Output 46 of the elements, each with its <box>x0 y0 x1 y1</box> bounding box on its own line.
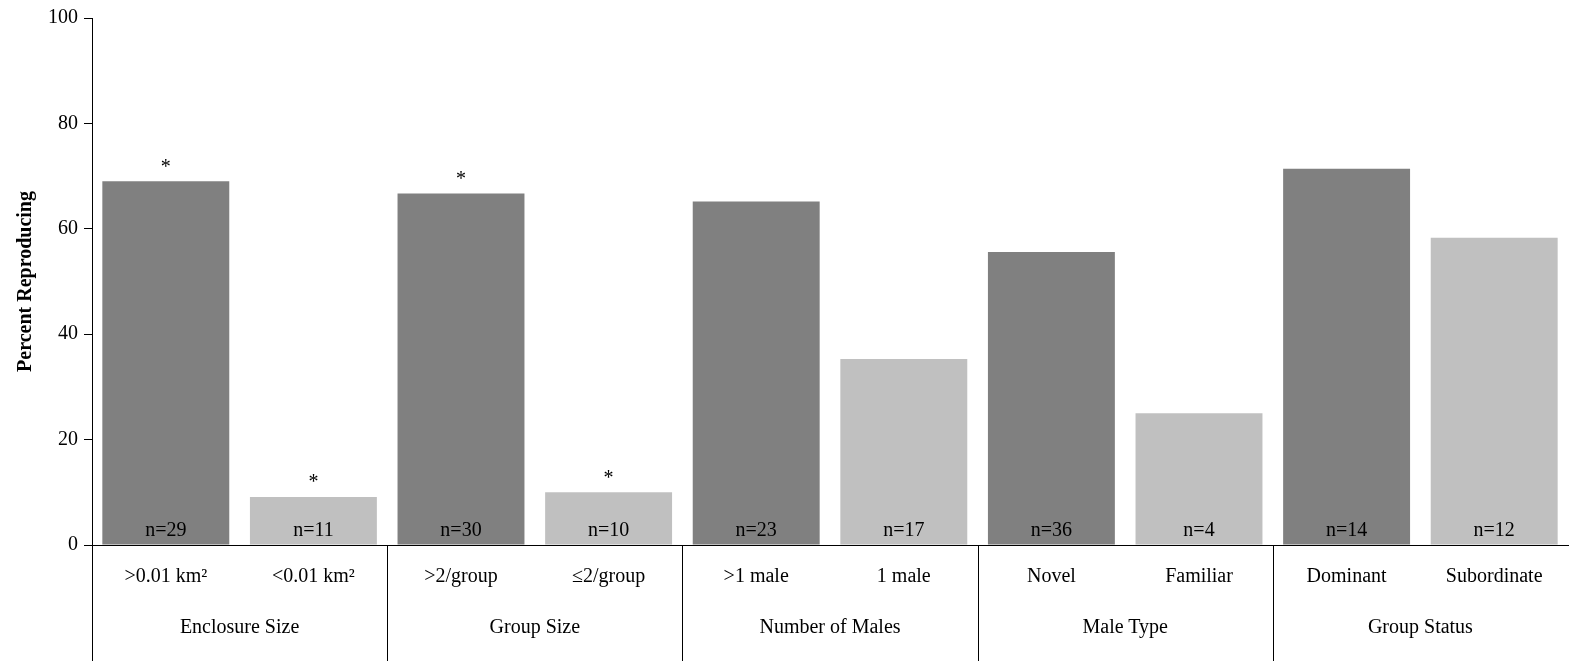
bar <box>692 201 820 545</box>
x-tick-label: Subordinate <box>1445 564 1543 587</box>
bar <box>397 193 525 545</box>
bar <box>1430 237 1558 545</box>
bar <box>987 251 1115 545</box>
x-tick-label: 1 male <box>876 564 931 587</box>
x-tick-label: >2/group <box>424 564 498 588</box>
annotation: * <box>160 154 171 177</box>
bar <box>840 358 968 545</box>
y-tick-label: 100 <box>48 5 78 28</box>
text: Group Status <box>1367 615 1474 639</box>
annotation: n=30 <box>440 518 482 541</box>
bar <box>545 492 673 545</box>
x-tick-label: <0.01 km² <box>271 564 355 587</box>
annotation: * <box>603 465 614 488</box>
y-tick-label: 40 <box>58 321 78 344</box>
text: Group Size <box>489 615 581 639</box>
bar <box>1283 168 1411 545</box>
annotation: n=17 <box>883 518 925 541</box>
annotation: n=11 <box>293 518 334 541</box>
bar <box>1135 413 1263 545</box>
x-tick-label: ≤2/group <box>572 564 646 588</box>
bar <box>249 497 377 545</box>
x-tick-label: >1 male <box>723 564 789 587</box>
x-tick-label: >0.01 km² <box>124 564 208 587</box>
annotation: n=23 <box>735 518 777 541</box>
bar <box>102 181 230 545</box>
annotation: * <box>456 166 466 189</box>
y-tick-label: 20 <box>58 426 78 449</box>
annotation: n=14 <box>1325 518 1368 541</box>
annotation: n=29 <box>145 518 187 541</box>
y-tick-label: 0 <box>68 532 78 555</box>
x-tick-label: Familiar <box>1165 564 1234 587</box>
annotation: n=4 <box>1183 518 1215 541</box>
text: Male Type <box>1082 615 1169 639</box>
annotation: n=12 <box>1473 518 1515 541</box>
x-tick-label: Novel <box>1026 564 1077 587</box>
annotation: n=36 <box>1030 518 1073 541</box>
y-tick-label: 80 <box>58 110 78 133</box>
annotation: * <box>308 470 319 493</box>
text: Enclosure Size <box>179 615 300 638</box>
text: Number of Males <box>759 615 901 638</box>
y-axis-title: Percent Reproducing <box>13 191 37 372</box>
annotation: n=10 <box>587 518 630 541</box>
y-tick-label: 60 <box>58 216 78 239</box>
x-tick-label: Dominant <box>1306 564 1388 587</box>
